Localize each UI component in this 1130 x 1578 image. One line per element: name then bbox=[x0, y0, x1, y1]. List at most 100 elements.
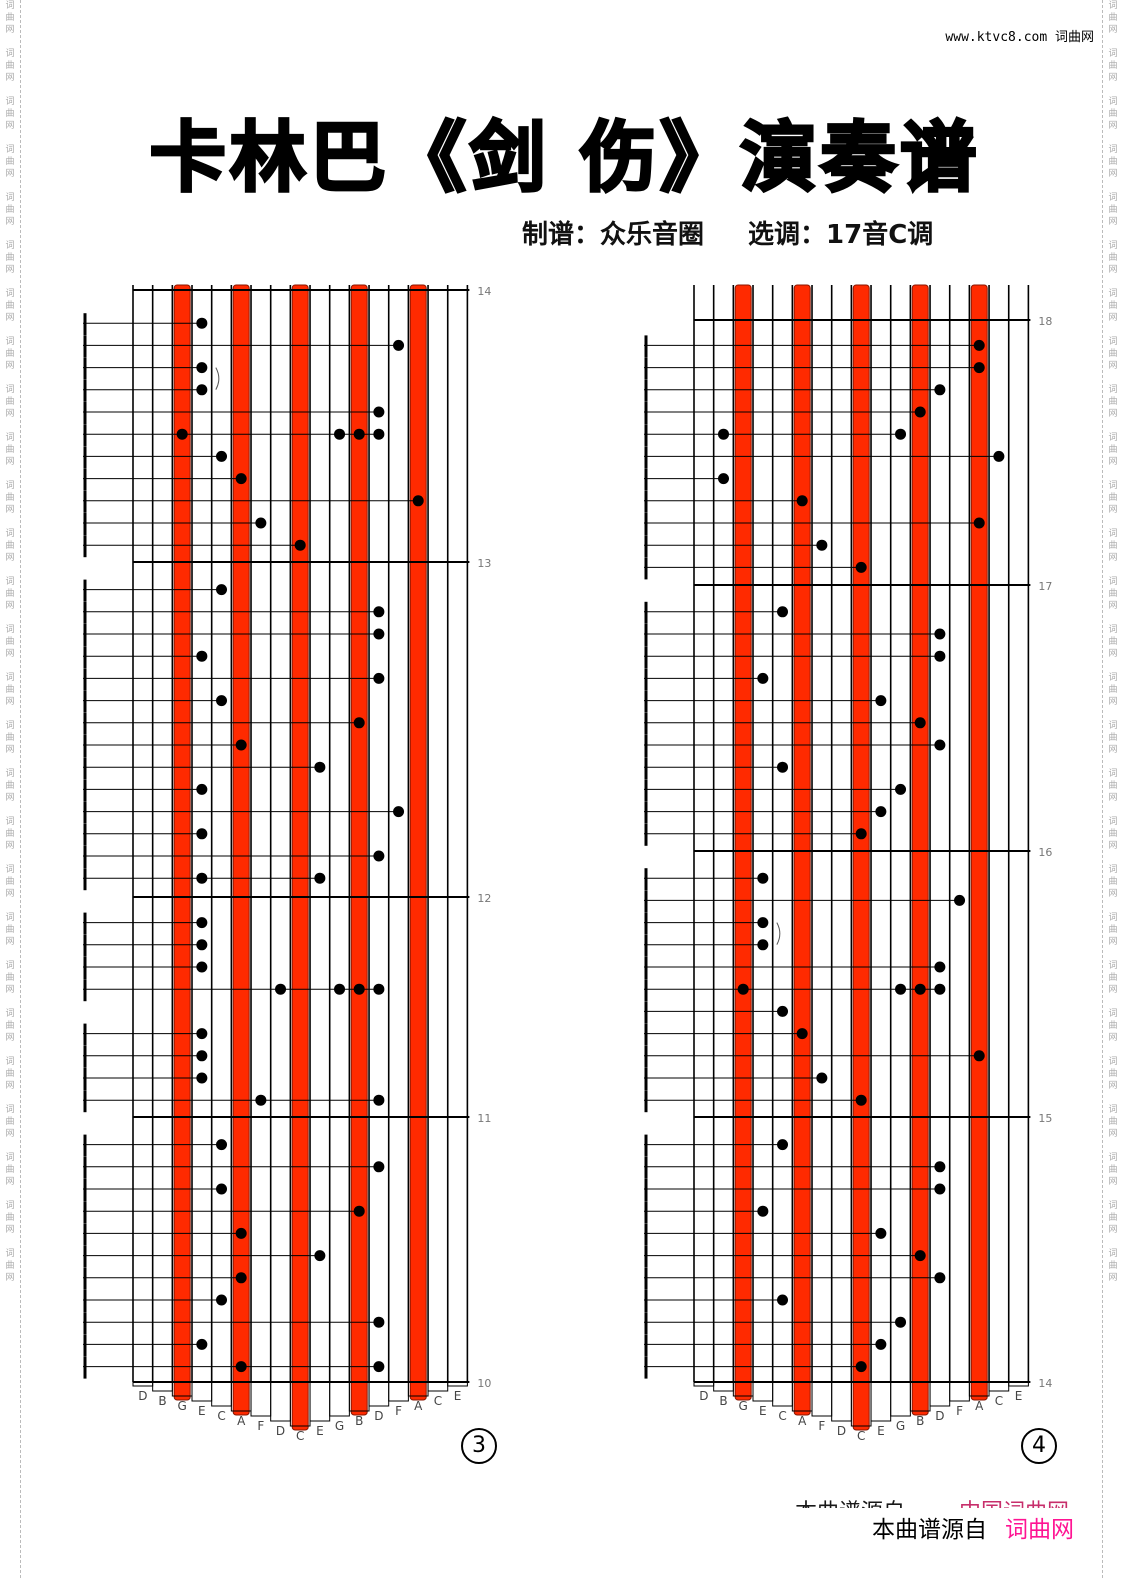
key-tip bbox=[752, 1382, 774, 1402]
note bbox=[718, 473, 730, 485]
key-label: C bbox=[857, 1429, 865, 1443]
note bbox=[275, 983, 287, 995]
key-label: E bbox=[198, 1404, 206, 1418]
note bbox=[954, 894, 966, 906]
note bbox=[334, 428, 346, 440]
key-label: G bbox=[739, 1399, 748, 1413]
note bbox=[934, 961, 946, 973]
measure-number: 12 bbox=[477, 892, 491, 905]
key-tip bbox=[250, 1382, 272, 1417]
key-label: A bbox=[414, 1399, 423, 1413]
key-label: E bbox=[759, 1404, 767, 1418]
note bbox=[757, 872, 769, 884]
note bbox=[934, 1161, 946, 1173]
note bbox=[777, 1139, 789, 1151]
key-label: D bbox=[837, 1424, 846, 1438]
key-label: C bbox=[995, 1394, 1003, 1408]
note bbox=[973, 517, 985, 529]
note bbox=[855, 561, 867, 573]
key-tip bbox=[831, 1382, 852, 1422]
note bbox=[895, 1316, 907, 1328]
note bbox=[934, 650, 946, 662]
note bbox=[777, 1294, 789, 1306]
note bbox=[353, 428, 365, 440]
note bbox=[973, 1050, 985, 1062]
key-tip bbox=[772, 1382, 793, 1407]
note bbox=[973, 362, 985, 374]
note bbox=[235, 1272, 247, 1284]
red-key bbox=[232, 284, 250, 1416]
measure-number: 18 bbox=[1038, 315, 1052, 328]
note bbox=[393, 806, 405, 818]
measure-number: 11 bbox=[477, 1112, 491, 1125]
note bbox=[934, 1183, 946, 1195]
note bbox=[314, 872, 326, 884]
note bbox=[914, 406, 926, 418]
site-header: www.ktvc8.com 词曲网 bbox=[945, 30, 1094, 45]
note bbox=[196, 828, 208, 840]
note bbox=[373, 406, 385, 418]
note bbox=[353, 717, 365, 729]
key-tip bbox=[191, 1382, 213, 1402]
key-label: D bbox=[276, 1424, 285, 1438]
note bbox=[757, 917, 769, 929]
key-label: F bbox=[818, 1419, 825, 1433]
red-key bbox=[409, 284, 427, 1401]
note bbox=[373, 1161, 385, 1173]
note bbox=[235, 473, 247, 485]
key-tip bbox=[929, 1382, 951, 1407]
note bbox=[373, 1316, 385, 1328]
key-tip bbox=[211, 1382, 232, 1407]
key-tip bbox=[309, 1382, 331, 1422]
note bbox=[216, 584, 228, 596]
key-label: E bbox=[1015, 1389, 1023, 1403]
key-label: B bbox=[719, 1394, 727, 1408]
key-tip bbox=[152, 1382, 173, 1392]
key-label: D bbox=[699, 1389, 708, 1403]
measure-number: 15 bbox=[1038, 1112, 1052, 1125]
key-tip bbox=[368, 1382, 390, 1407]
note bbox=[196, 1050, 208, 1062]
note bbox=[196, 783, 208, 795]
watermark-column-right: 词 曲 网 词 曲 网 词 曲 网 词 曲 网 词 曲 网 词 曲 网 词 曲 … bbox=[1102, 0, 1123, 1578]
note bbox=[176, 428, 188, 440]
note bbox=[412, 495, 424, 507]
note bbox=[353, 1205, 365, 1217]
red-key bbox=[350, 284, 368, 1416]
note bbox=[373, 850, 385, 862]
key-label: F bbox=[956, 1404, 963, 1418]
key-tip bbox=[890, 1382, 911, 1417]
key-tip bbox=[811, 1382, 833, 1417]
note bbox=[875, 1338, 887, 1350]
footer-brand-link[interactable]: 词曲网 bbox=[1005, 1517, 1074, 1543]
measure-number: 14 bbox=[1038, 1377, 1052, 1390]
note bbox=[196, 961, 208, 973]
footer-ghost: 本曲谱源自 中国词曲网 bbox=[795, 1494, 1069, 1508]
note bbox=[393, 339, 405, 351]
note bbox=[855, 1361, 867, 1373]
key-label: D bbox=[935, 1409, 944, 1423]
note bbox=[816, 1072, 828, 1084]
footer-prefix: 本曲谱源自 bbox=[872, 1517, 987, 1543]
key-label: A bbox=[798, 1414, 807, 1428]
note bbox=[875, 806, 887, 818]
key-tip bbox=[329, 1382, 350, 1417]
note bbox=[196, 917, 208, 929]
key-label: 选调：17音C调 bbox=[748, 220, 934, 250]
note bbox=[196, 384, 208, 396]
key-label: C bbox=[434, 1394, 442, 1408]
key-label: G bbox=[178, 1399, 187, 1413]
note bbox=[196, 1338, 208, 1350]
measure-number: 16 bbox=[1038, 846, 1052, 859]
note bbox=[895, 428, 907, 440]
note bbox=[373, 606, 385, 618]
note bbox=[216, 695, 228, 707]
key-label: A bbox=[975, 1399, 984, 1413]
note bbox=[816, 539, 828, 551]
key-tip bbox=[870, 1382, 892, 1422]
red-key bbox=[291, 284, 309, 1431]
note bbox=[216, 1294, 228, 1306]
note bbox=[255, 517, 267, 529]
